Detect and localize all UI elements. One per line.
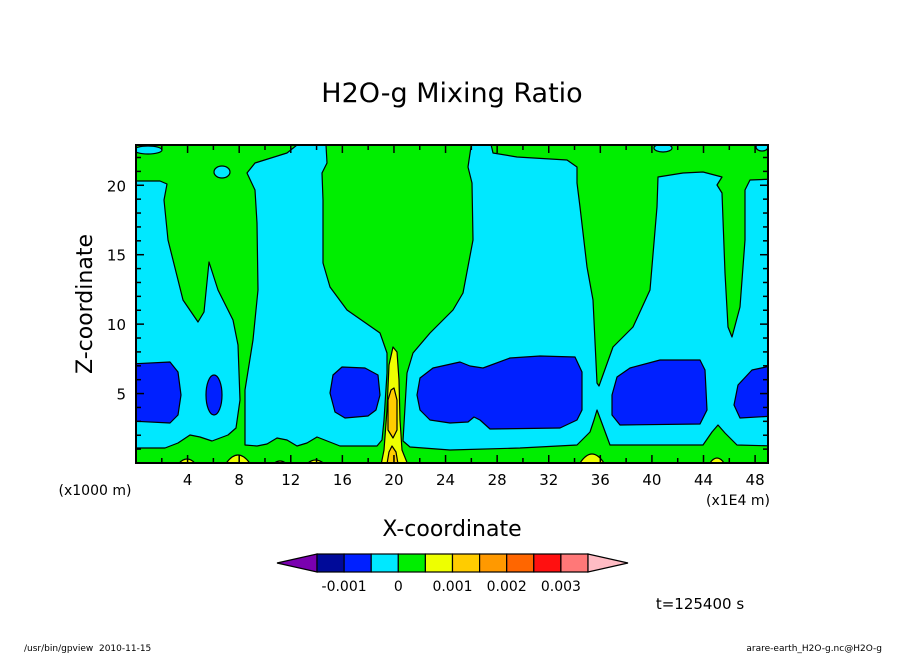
region-cyan-blob: [136, 145, 163, 155]
x-tick-label: 40: [642, 471, 661, 489]
time-label: t=125400 s: [656, 595, 744, 613]
region-blue: [205, 374, 223, 416]
chart-title: H2O-g Mixing Ratio: [321, 78, 582, 109]
region-yellow-bump: [579, 453, 605, 463]
x-tick-label: 32: [539, 471, 558, 489]
x-axis-label: X-coordinate: [382, 517, 521, 542]
colorbar-box: [424, 553, 454, 573]
region-blue: [611, 359, 708, 426]
x-tick-label: 20: [384, 471, 403, 489]
colorbar-tick-label: 0.002: [487, 579, 527, 595]
plot-frame: [135, 144, 769, 464]
colorbar-box: [533, 553, 562, 573]
y-unit-label: (x1000 m): [59, 483, 132, 499]
colorbar-under-triangle: [276, 553, 318, 573]
contour-field: [136, 145, 768, 463]
y-tick-label: 10: [107, 316, 126, 334]
colorbar-tick-label: 0.001: [432, 579, 472, 595]
region-cyan-blob: [653, 145, 673, 153]
y-tick-label: 5: [116, 386, 126, 404]
region-blue: [733, 365, 768, 419]
x-unit-label: (x1E4 m): [706, 493, 770, 509]
y-tick-label: 15: [107, 247, 126, 265]
y-tick-label: 20: [107, 177, 126, 195]
colorbar-box: [343, 553, 372, 573]
colorbar-box: [560, 553, 589, 573]
x-tick-label: 28: [488, 471, 507, 489]
footer-right: arare-earth_H2O-g.nc@H2O-g: [746, 644, 882, 654]
region-cyan-blob: [213, 165, 231, 179]
y-axis-label: Z-coordinate: [73, 234, 98, 374]
colorbar-tick-label: 0.003: [541, 579, 581, 595]
region-blue: [329, 366, 381, 419]
x-tick-label: 4: [183, 471, 193, 489]
colorbar-box: [451, 553, 481, 573]
region-blue: [136, 361, 182, 424]
colorbar: -0.001 0 0.001 0.002 0.003: [276, 553, 629, 595]
x-tick-label: 24: [436, 471, 455, 489]
region-yellow-bump: [225, 454, 251, 463]
colorbar-box: [370, 553, 399, 573]
x-tick-label: 36: [591, 471, 610, 489]
x-tick-label: 8: [234, 471, 244, 489]
x-tick-label: 12: [281, 471, 300, 489]
footer-left: /usr/bin/gpview 2010-11-15: [24, 644, 151, 654]
colorbar-tick-label: 0: [394, 579, 403, 595]
x-tick-label: 16: [333, 471, 352, 489]
colorbar-box: [316, 553, 345, 573]
colorbar-box: [479, 553, 508, 573]
x-tick-label: 44: [694, 471, 713, 489]
colorbar-box: [506, 553, 535, 573]
region-gold-base: [386, 445, 399, 463]
colorbar-box: [397, 553, 426, 573]
region-yellow-bump: [709, 457, 725, 463]
colorbar-over-triangle: [587, 553, 629, 573]
region-cyan-blob: [755, 145, 768, 152]
x-tick-label: 48: [746, 471, 765, 489]
region-gold-core: [387, 387, 398, 439]
region-blue: [416, 355, 583, 430]
colorbar-tick-label: -0.001: [322, 579, 367, 595]
